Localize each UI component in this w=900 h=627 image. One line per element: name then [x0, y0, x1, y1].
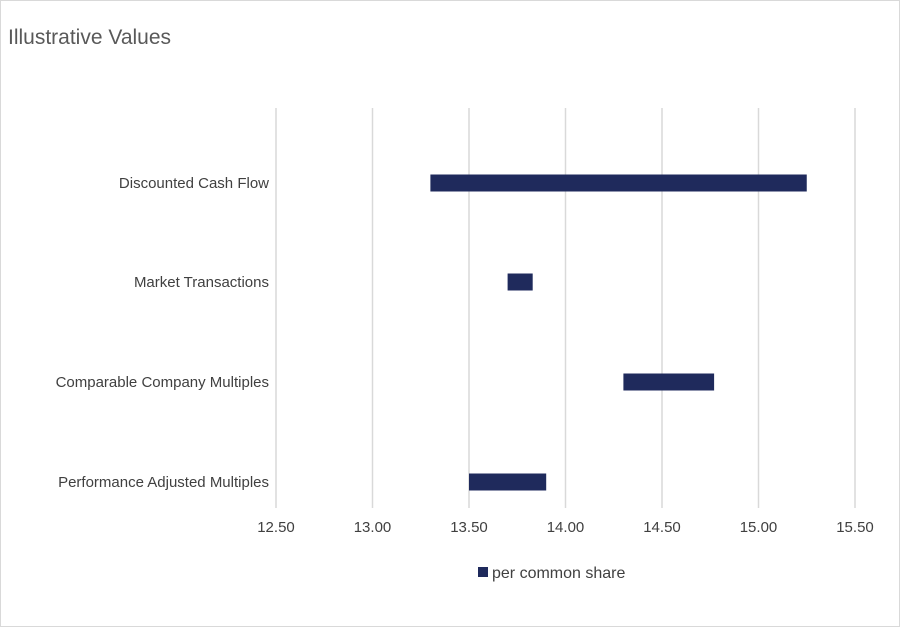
x-tick-labels: 12.50 13.00 13.50 14.00 14.50 15.00 15.50 — [257, 519, 874, 536]
x-tick-label: 13.50 — [450, 519, 488, 536]
category-label: Market Transactions — [134, 274, 269, 291]
category-label: Performance Adjusted Multiples — [58, 474, 269, 491]
range-bar — [623, 373, 715, 391]
bars — [430, 174, 807, 491]
x-tick-label: 13.00 — [354, 519, 392, 536]
category-labels: Discounted Cash Flow Market Transactions C… — [56, 175, 270, 491]
grid-lines — [275, 108, 856, 508]
range-bar — [507, 273, 533, 291]
range-bar — [430, 174, 807, 192]
x-tick-label: 15.50 — [836, 519, 874, 536]
legend-swatch — [478, 567, 488, 577]
x-tick-label: 14.00 — [547, 519, 585, 536]
category-label: Comparable Company Multiples — [56, 374, 269, 391]
x-tick-label: 15.00 — [740, 519, 778, 536]
legend: per common share — [478, 565, 625, 582]
category-label: Discounted Cash Flow — [119, 175, 269, 192]
x-tick-label: 14.50 — [643, 519, 681, 536]
legend-label: per common share — [492, 565, 625, 582]
x-tick-label: 12.50 — [257, 519, 295, 536]
chart-title: Illustrative Values — [8, 26, 172, 49]
range-bar — [469, 473, 547, 491]
